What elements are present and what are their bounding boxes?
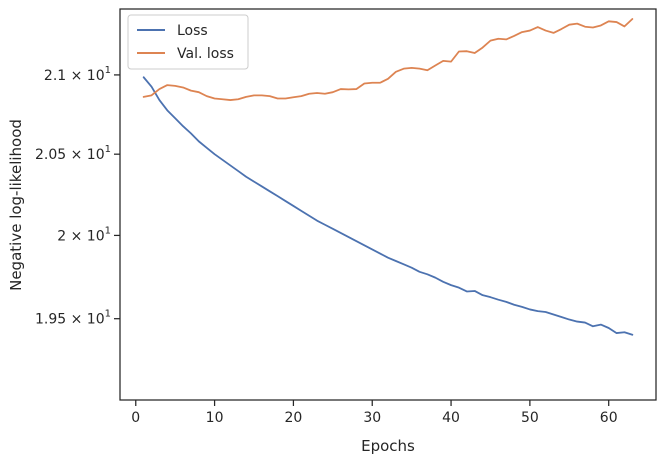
legend-label-loss: Loss [177,23,208,39]
x-tick-label: 20 [284,410,302,426]
x-tick-label: 40 [442,410,460,426]
plot-frame [119,8,657,401]
x-tick-label: 60 [600,410,618,426]
legend-box [127,14,249,70]
y-tick-label: 2.05 × 101 [35,144,111,163]
y-tick-label: 2 × 101 [57,225,111,244]
y-tick-label: 2.1 × 101 [44,65,111,84]
y-tick-label: 1.95 × 101 [35,309,111,328]
series-lines [142,18,634,336]
x-tick-label: 0 [131,410,140,426]
series-line-loss [142,76,634,336]
legend: Loss Val. loss [127,14,249,70]
y-axis: 1.95 × 101 2 × 101 2.05 × 101 2.1 × 101 [35,65,120,328]
x-tick-label: 50 [521,410,539,426]
x-axis-label: Epochs [361,437,415,455]
x-tick-label: 10 [206,410,224,426]
y-axis-label: Negative log-likelihood [7,119,25,291]
series-line-val-loss [142,18,634,101]
x-tick-label: 30 [363,410,381,426]
x-axis: 0 10 20 30 40 50 60 [131,400,618,426]
legend-label-val-loss: Val. loss [177,46,234,62]
